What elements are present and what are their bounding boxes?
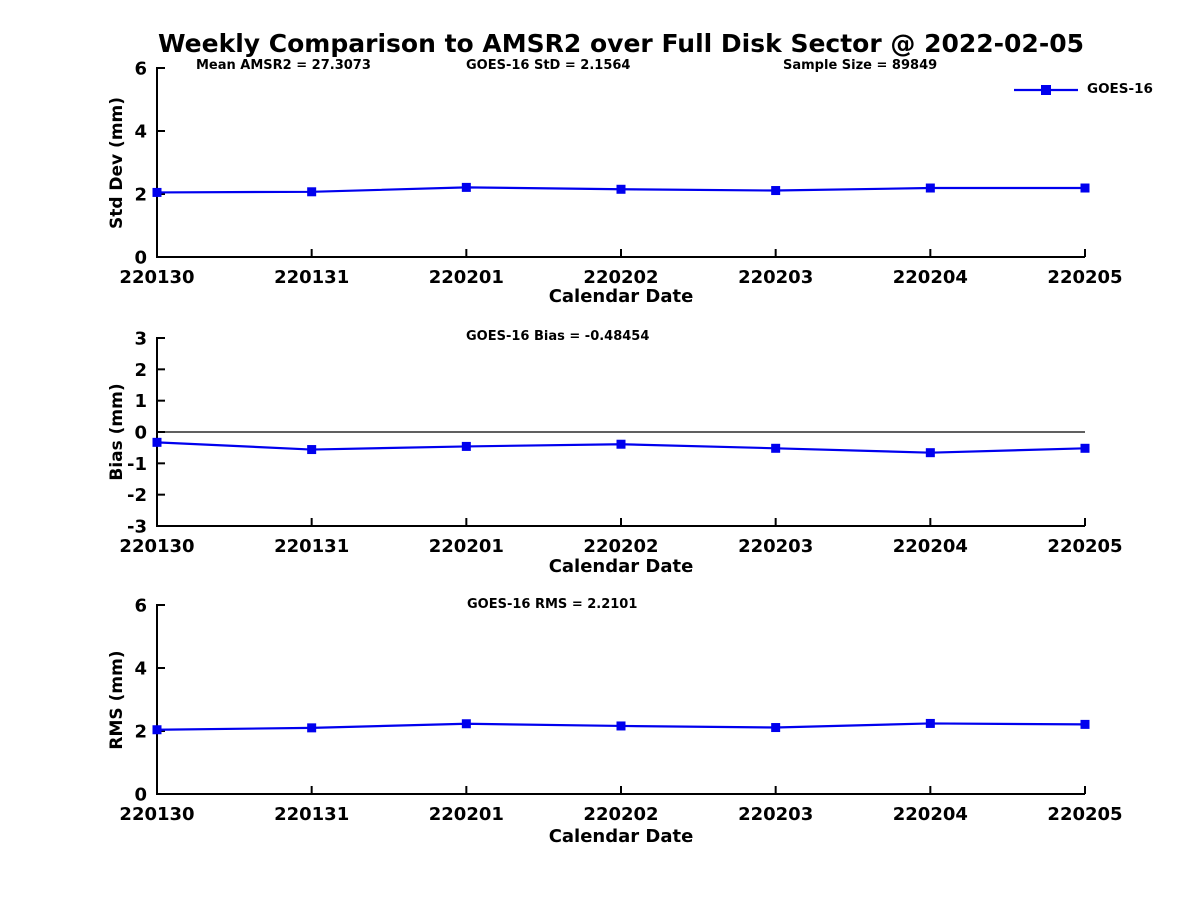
rms-x-axis-label: Calendar Date [548,826,694,847]
y-tick-label: 2 [134,185,147,206]
y-tick-label: 6 [134,59,147,80]
y-tick-label: -1 [127,454,147,475]
annotation-sample-size: Sample Size = 89849 [783,58,938,73]
y-tick-label: 0 [134,423,147,444]
legend-label: GOES-16 [1087,81,1153,97]
data-marker [307,445,317,455]
x-tick-label: 220201 [429,804,504,825]
data-marker [307,723,317,733]
data-marker [461,182,471,192]
legend-line-marker-icon [1014,84,1078,95]
annotation-goes16-std: GOES-16 StD = 2.1564 [466,58,631,73]
y-tick-label: 4 [134,122,147,143]
data-marker [925,183,935,193]
data-marker [307,187,317,197]
x-tick-label: 220130 [119,267,194,288]
stddev-x-axis-label: Calendar Date [548,286,694,307]
x-tick-label: 220202 [583,267,658,288]
bias-subtitle: GOES-16 Bias = -0.48454 [466,329,650,344]
x-tick-label: 220202 [583,536,658,557]
data-marker [1080,443,1090,453]
data-marker [771,723,781,733]
x-tick-label: 220131 [274,536,349,557]
x-tick-label: 220201 [429,536,504,557]
data-marker [616,184,626,194]
y-tick-label: 1 [134,391,147,412]
y-tick-label: 4 [134,659,147,680]
y-tick-label: 0 [134,248,147,269]
annotation-mean-amsr2: Mean AMSR2 = 27.3073 [196,58,371,73]
data-marker [925,448,935,458]
std-dev-plot: 0 2 4 6 220130 220131 220201 220202 220203 220204… [119,59,1122,289]
x-tick-label: 220204 [893,267,968,288]
x-tick-label: 220205 [1047,804,1122,825]
data-marker [461,719,471,729]
x-tick-label: 220130 [119,536,194,557]
x-tick-label: 220131 [274,804,349,825]
x-tick-label: 220203 [738,536,813,557]
data-marker [461,441,471,451]
y-tick-label: 0 [134,785,147,806]
figure-title: Weekly Comparison to AMSR2 over Full Dis… [157,29,1084,58]
x-tick-label: 220201 [429,267,504,288]
data-marker [616,439,626,449]
y-tick-label: 2 [134,360,147,381]
legend: GOES-16 [1012,81,1153,98]
y-tick-label: -2 [127,485,147,506]
x-tick-label: 220202 [583,804,658,825]
y-tick-label: 2 [134,722,147,743]
data-marker [1080,719,1090,729]
stddev-y-axis-label: Std Dev (mm) [107,96,128,230]
x-tick-label: 220204 [893,536,968,557]
data-marker [152,187,162,197]
bias-x-axis-label: Calendar Date [548,556,694,577]
y-tick-label: 6 [134,596,147,617]
y-tick-label: -3 [127,517,147,538]
data-marker [152,725,162,735]
x-tick-label: 220131 [274,267,349,288]
x-tick-label: 220205 [1047,267,1122,288]
x-tick-label: 220203 [738,267,813,288]
rms-plot: 0 2 4 6 220130 220131 220201 220202 220203 220204… [119,596,1122,826]
x-tick-label: 220204 [893,804,968,825]
data-marker [616,721,626,731]
y-tick-label: 3 [134,329,147,350]
data-marker [771,443,781,453]
rms-subtitle: GOES-16 RMS = 2.2101 [467,597,638,612]
bias-y-axis-label: Bias (mm) [107,383,128,481]
data-marker [152,437,162,447]
x-tick-label: 220130 [119,804,194,825]
data-marker [1080,183,1090,193]
data-marker [925,718,935,728]
x-tick-label: 220203 [738,804,813,825]
rms-y-axis-label: RMS (mm) [107,650,128,750]
x-tick-label: 220205 [1047,536,1122,557]
data-marker [771,186,781,196]
